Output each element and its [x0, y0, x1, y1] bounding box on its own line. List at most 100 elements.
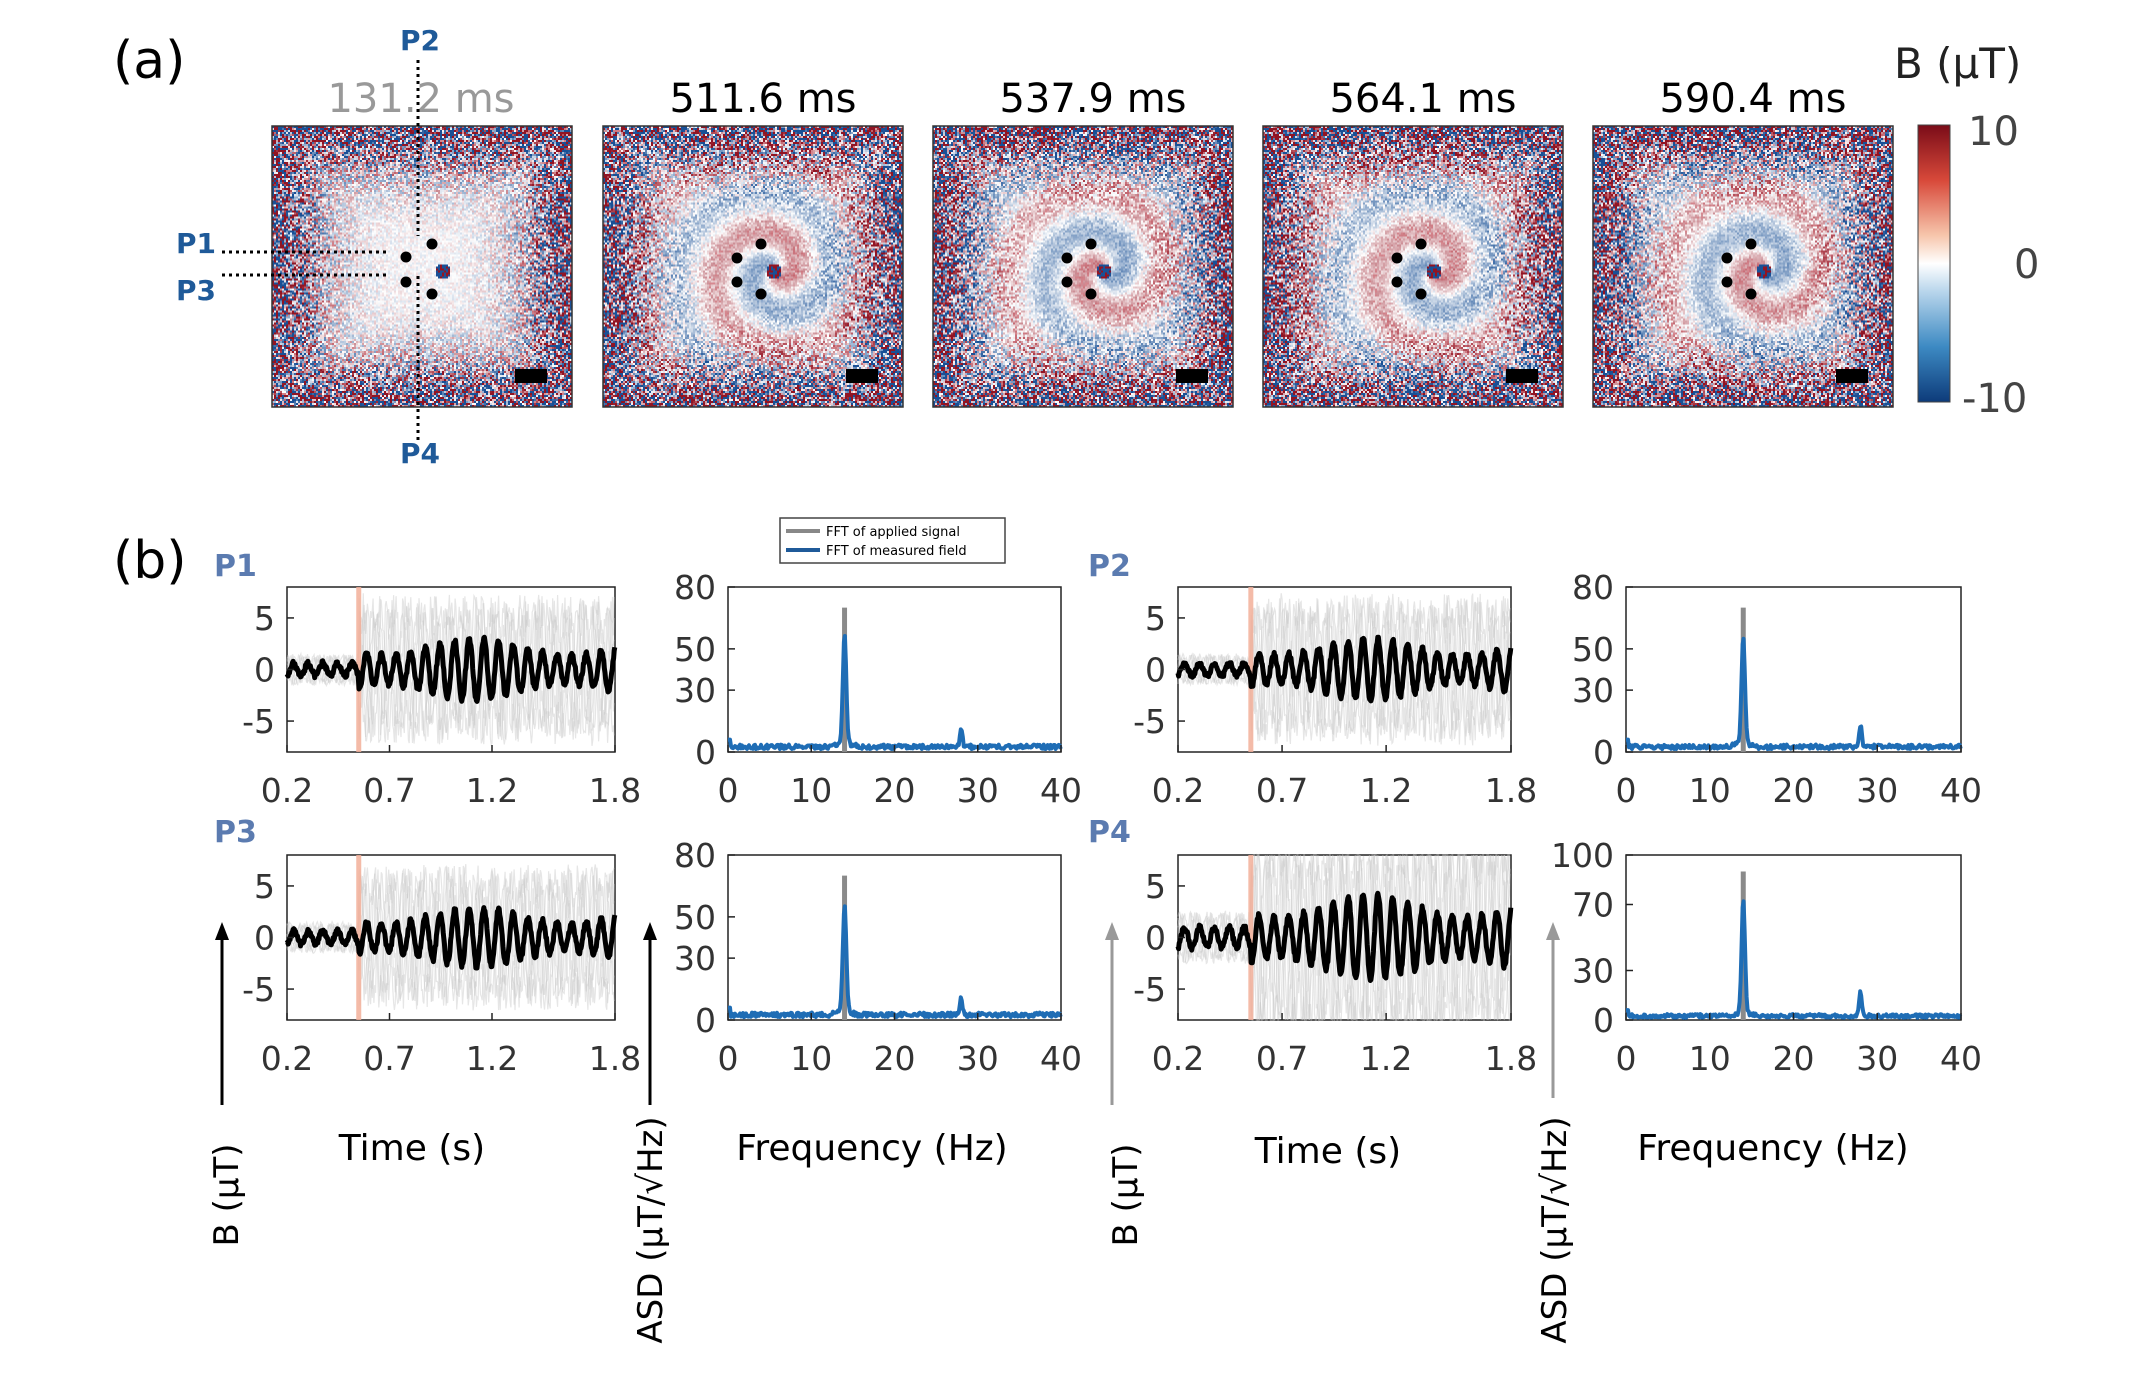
xlabel-time-left: Time (s) [338, 1128, 485, 1169]
arrowhead-b-right [1105, 922, 1119, 940]
background-trace [1177, 593, 1511, 746]
colorbar-title: B (μT) [1894, 39, 2021, 88]
arrowhead-b-left [215, 922, 229, 940]
y-tick-label: 50 [674, 630, 716, 669]
y-tick-label: 0 [1593, 1001, 1614, 1040]
y-tick-label: 30 [1572, 671, 1614, 710]
field-maps [271, 125, 1894, 408]
probe-dot [1721, 252, 1733, 264]
y-tick-label: 30 [674, 939, 716, 978]
y-tick-label: 5 [1145, 599, 1166, 638]
arrowhead-asd-right [1546, 922, 1560, 940]
subplot-title-p3: P3 [214, 815, 257, 850]
y-tick-label: -5 [242, 702, 275, 741]
background-trace [286, 864, 615, 1011]
p2-map-label: P2 [400, 24, 440, 57]
x-tick-label: 0.2 [1152, 1039, 1204, 1078]
scale-bar-1 [846, 369, 878, 383]
background-trace [1177, 853, 1511, 1021]
probe-dot [426, 288, 438, 300]
y-tick-label: 70 [1572, 886, 1614, 925]
field-map-frame-0 [271, 125, 573, 408]
probe-dot [1085, 288, 1097, 300]
x-tick-label: 0.7 [363, 1039, 415, 1078]
probe-dot [1745, 238, 1757, 250]
y-tick-label: 0 [695, 733, 716, 772]
plot-frame [727, 586, 1062, 753]
x-tick-label: 0.2 [261, 1039, 313, 1078]
background-trace [1177, 853, 1511, 1021]
y-tick-label: 5 [254, 599, 275, 638]
mean-trace [1175, 634, 1514, 704]
time-label-0: 131.2 ms [327, 76, 514, 122]
colorbar [1917, 124, 1951, 403]
scale-bar-3 [1506, 369, 1538, 383]
y-tick-label: 5 [254, 867, 275, 906]
x-tick-label: 1.8 [1485, 771, 1537, 810]
x-tick-label: 20 [874, 771, 916, 810]
field-map-1 [603, 126, 903, 407]
x-tick-label: 0.7 [363, 771, 415, 810]
panel-a-label: (a) [113, 31, 185, 91]
xlabel-time-right: Time (s) [1254, 1131, 1401, 1172]
plot-P1-time: 5 0 -5 0.2 0.7 1.2 1.8 [242, 586, 641, 810]
background-trace [286, 595, 615, 746]
x-tick-label: 10 [1689, 771, 1731, 810]
mean-trace [284, 905, 618, 971]
y-tick-label: 50 [674, 898, 716, 937]
arrowhead-asd-left [643, 922, 657, 940]
time-label-3: 564.1 ms [1329, 76, 1516, 122]
y-tick-label: 5 [1145, 867, 1166, 906]
legend-measured-label: FFT of measured field [826, 544, 967, 559]
scale-bar-0 [515, 369, 547, 383]
y-tick-label: 0 [1145, 919, 1166, 958]
y-tick-label: 0 [254, 919, 275, 958]
time-label-4: 590.4 ms [1659, 76, 1846, 122]
field-map-4 [1593, 126, 1893, 407]
y-tick-label: 50 [1572, 630, 1614, 669]
x-tick-label: 40 [1040, 771, 1082, 810]
subplot-title-p4: P4 [1088, 815, 1131, 850]
x-tick-label: 1.2 [466, 1039, 518, 1078]
x-tick-label: 10 [790, 1039, 832, 1078]
panel-b-label: (b) [113, 531, 187, 591]
colorbar-tick-mid: 0 [2014, 242, 2039, 288]
probe-dot [731, 276, 743, 288]
plot-P2-time: 5 0 -5 0.2 0.7 1.2 1.8 [1133, 586, 1537, 810]
legend-applied-label: FFT of applied signal [826, 525, 960, 540]
xlabel-freq-right: Frequency (Hz) [1637, 1128, 1908, 1169]
x-tick-label: 10 [1689, 1039, 1731, 1078]
x-tick-label: 40 [1040, 1039, 1082, 1078]
probe-dot [1085, 238, 1097, 250]
y-tick-label: 0 [254, 651, 275, 690]
plot-P3-time: 5 0 -5 0.2 0.7 1.2 1.8 [242, 854, 641, 1078]
mean-trace [284, 634, 618, 704]
probe-dot [755, 238, 767, 250]
y-tick-label: 80 [1572, 568, 1614, 607]
x-tick-label: 1.2 [466, 771, 518, 810]
field-map-frame-4 [1592, 125, 1894, 408]
probe-dot [1415, 238, 1427, 250]
x-tick-label: 30 [957, 1039, 999, 1078]
probe-dot [1391, 276, 1403, 288]
x-tick-label: 0 [1616, 771, 1637, 810]
x-tick-label: 0 [718, 1039, 739, 1078]
plot-frame [1625, 586, 1962, 753]
xlabel-freq-left: Frequency (Hz) [736, 1128, 1007, 1169]
field-map-frame-1 [602, 125, 904, 408]
x-tick-label: 1.8 [589, 1039, 641, 1078]
ylabel-b-left: B (μT) [207, 1143, 247, 1246]
probe-dot [400, 251, 412, 263]
probe-dot [426, 238, 438, 250]
y-tick-label: 0 [1145, 651, 1166, 690]
probe-dot [1721, 276, 1733, 288]
field-map-frame-3 [1262, 125, 1564, 408]
background-trace [286, 864, 615, 1010]
x-tick-label: 0.2 [1152, 771, 1204, 810]
y-tick-label: 30 [1572, 952, 1614, 991]
y-tick-label: -5 [1133, 702, 1166, 741]
